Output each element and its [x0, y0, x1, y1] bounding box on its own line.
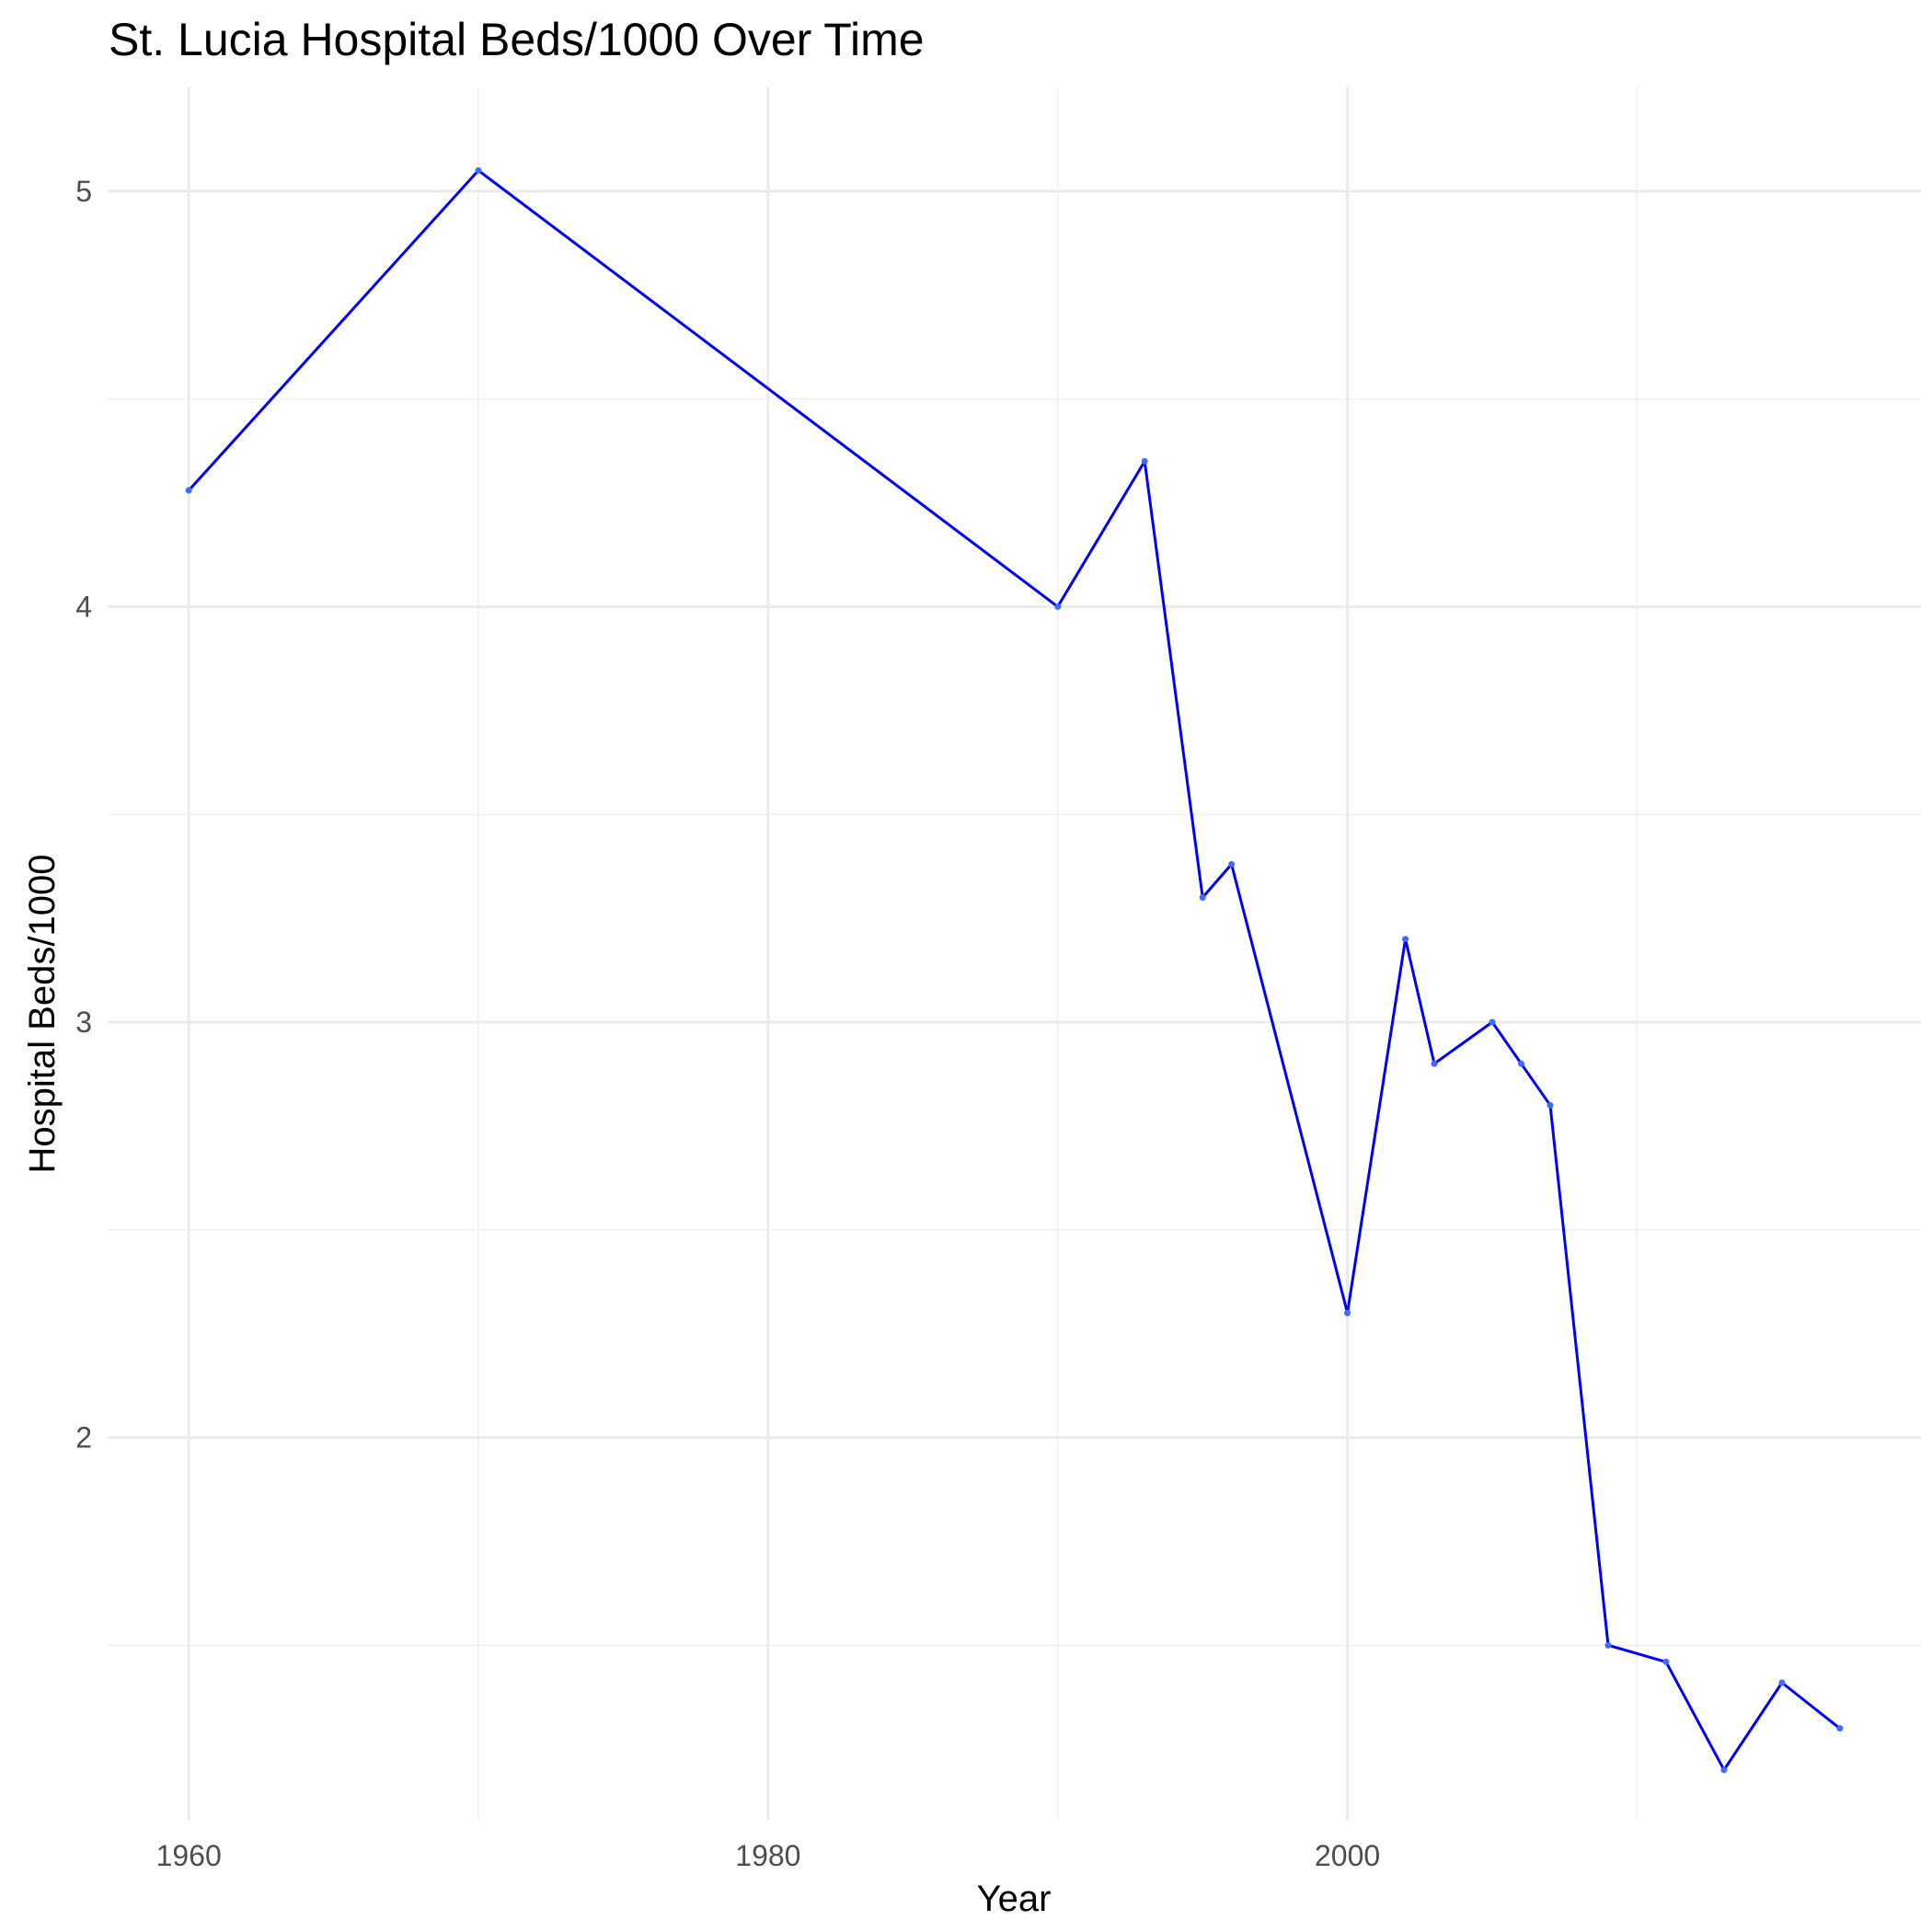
data-point: [1431, 1060, 1438, 1067]
data-point: [1054, 603, 1062, 610]
x-axis-ticks: 1960 1980 2000: [156, 1839, 1381, 1872]
y-tick-label: 5: [75, 175, 92, 208]
series-layer: [185, 167, 1844, 1774]
data-point: [1402, 936, 1409, 943]
y-axis-title: Hospital Beds/1000: [22, 855, 63, 1174]
data-point: [1517, 1060, 1524, 1067]
y-axis-ticks: 2 3 4 5: [75, 175, 92, 1455]
x-tick-label: 1980: [735, 1839, 800, 1872]
x-tick-label: 1960: [156, 1839, 222, 1872]
data-point: [1199, 894, 1206, 902]
data-point: [1778, 1679, 1786, 1686]
data-point: [1720, 1766, 1728, 1774]
y-tick-label: 2: [75, 1421, 92, 1455]
data-point: [1489, 1018, 1496, 1026]
data-point: [1604, 1641, 1612, 1649]
data-point: [1836, 1725, 1844, 1732]
y-tick-label: 3: [75, 1006, 92, 1039]
data-point: [1662, 1658, 1670, 1665]
x-axis-title: Year: [977, 1879, 1052, 1919]
data-point: [1547, 1101, 1554, 1109]
data-point: [1228, 860, 1236, 868]
data-point: [1141, 457, 1148, 465]
minor-gridlines: [108, 87, 1921, 1820]
series-line: [187, 168, 1842, 1772]
major-gridlines: [108, 87, 1921, 1820]
x-tick-label: 2000: [1315, 1839, 1380, 1872]
data-point: [1344, 1309, 1351, 1317]
chart-title: St. Lucia Hospital Beds/1000 Over Time: [109, 14, 925, 65]
data-point: [185, 487, 192, 494]
y-tick-label: 4: [75, 590, 92, 623]
data-point: [475, 167, 482, 174]
